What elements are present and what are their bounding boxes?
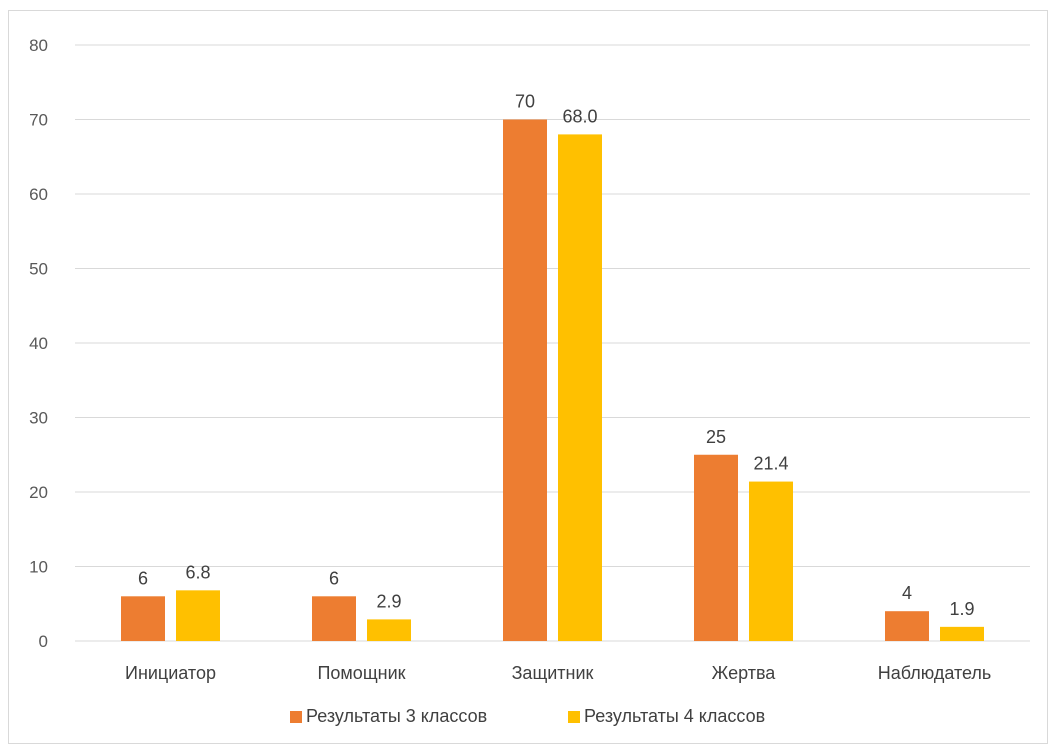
data-label: 2.9 <box>376 591 401 611</box>
data-label: 6.8 <box>185 562 210 582</box>
y-tick-label: 50 <box>29 260 48 279</box>
y-tick-label: 20 <box>29 483 48 502</box>
y-tick-label: 10 <box>29 558 48 577</box>
bar-series1-3 <box>503 119 547 641</box>
legend-swatch <box>290 711 302 723</box>
bar-series2-2 <box>367 619 411 641</box>
y-tick-label: 60 <box>29 185 48 204</box>
y-tick-label: 30 <box>29 409 48 428</box>
x-category-label: Наблюдатель <box>878 663 992 683</box>
data-label: 4 <box>902 583 912 603</box>
bar-series2-1 <box>176 590 220 641</box>
legend-label: Результаты 4 классов <box>584 706 765 726</box>
bar-series1-1 <box>121 596 165 641</box>
data-label: 21.4 <box>753 454 788 474</box>
data-label: 1.9 <box>949 599 974 619</box>
bar-series1-2 <box>312 596 356 641</box>
bar-series2-3 <box>558 134 602 641</box>
y-tick-label: 80 <box>29 36 48 55</box>
data-label: 70 <box>515 92 535 112</box>
data-label: 68.0 <box>562 106 597 126</box>
data-label: 25 <box>706 427 726 447</box>
bar-series2-5 <box>940 626 984 641</box>
x-category-label: Жертва <box>712 663 777 683</box>
x-category-label: Помощник <box>317 663 405 683</box>
data-label: 6 <box>138 568 148 588</box>
legend-label: Результаты 3 классов <box>306 706 487 726</box>
bar-series2-4 <box>749 481 793 641</box>
y-tick-label: 40 <box>29 334 48 353</box>
x-category-label: Инициатор <box>125 663 216 683</box>
x-category-label: Защитник <box>512 663 594 683</box>
legend-swatch <box>568 711 580 723</box>
data-label: 6 <box>329 568 339 588</box>
y-tick-label: 70 <box>29 111 48 130</box>
y-tick-label: 0 <box>39 632 48 651</box>
bar-series1-5 <box>885 611 929 641</box>
bar-series1-4 <box>694 454 738 641</box>
